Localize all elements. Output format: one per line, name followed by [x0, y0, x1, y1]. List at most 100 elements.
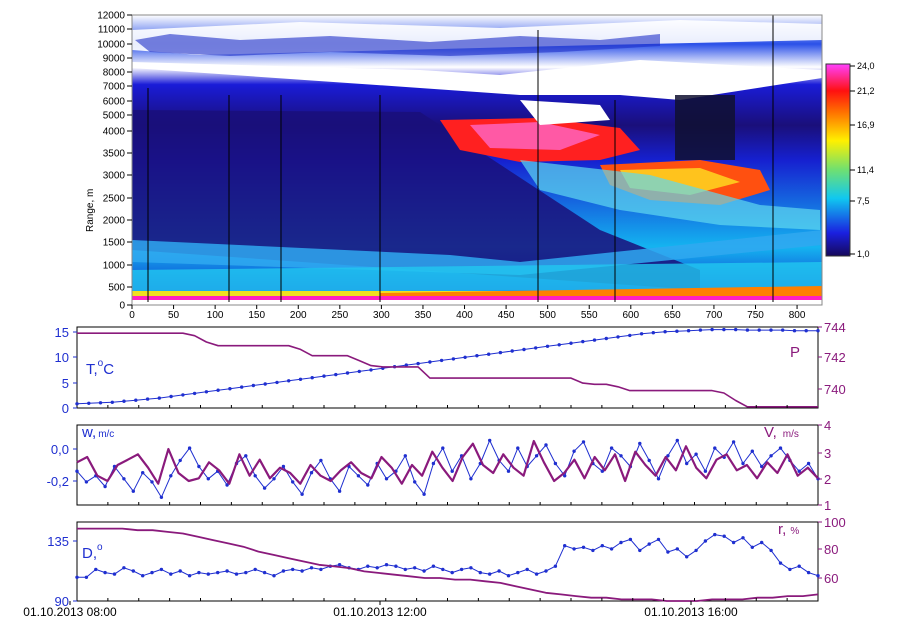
series-point-T [275, 380, 279, 385]
series-point-w [103, 484, 107, 489]
heatmap-red-cloud-core [470, 122, 600, 150]
series-line-V [76, 439, 819, 485]
series-point-D [366, 564, 370, 568]
right-tick-label: 100 [824, 515, 846, 530]
series-point-w [750, 449, 754, 453]
series-point-T [475, 354, 479, 358]
series-point-T [522, 347, 526, 352]
series-point-w [656, 477, 661, 481]
left-tick-label: -0,2 [47, 474, 69, 489]
heatmap-y-tick-label: 9000 [103, 54, 126, 65]
series-point-D [516, 570, 520, 575]
series-point-w [366, 483, 370, 487]
heatmap-y-tick-label: 4000 [103, 127, 126, 138]
series-point-D [581, 545, 586, 549]
series-point-w [309, 471, 314, 475]
range-heatmap: 0 50 100 150 200 250 300 350 400 450 500 550 600 650 7… [85, 11, 823, 321]
heatmap-x-tick-label: 800 [789, 310, 806, 321]
series-point-w [197, 464, 201, 469]
colorbar-ticks: 24,0 21,2 16,9 11,4 7,5 1,0 [850, 61, 875, 259]
series-point-w [272, 477, 276, 481]
series-point-T [310, 376, 314, 380]
series-point-w [131, 489, 135, 493]
series-point-w [403, 454, 407, 458]
heatmap-y-tick-label: 8000 [103, 68, 126, 79]
right-tick-label: 3 [824, 446, 831, 461]
series-point-w [516, 446, 520, 450]
heatmap-x-tick-label: 450 [498, 310, 515, 321]
series-point-T [298, 377, 303, 381]
series-point-T [628, 333, 632, 338]
series-point-T [75, 402, 79, 406]
heatmap-frame [131, 14, 823, 306]
heatmap-x-tick-label: 550 [581, 310, 598, 321]
series-point-D [816, 574, 820, 578]
series-point-w [84, 480, 89, 484]
series-point-D [591, 548, 595, 553]
series-point-w [150, 480, 154, 484]
series-point-D [553, 564, 558, 568]
series-point-D [375, 566, 379, 570]
series-point-D [731, 540, 736, 545]
series-point-D [187, 574, 192, 578]
series-point-D [647, 542, 651, 546]
series-point-w [469, 477, 473, 481]
series-point-w [422, 492, 426, 496]
series-point-D [84, 575, 89, 579]
series-point-D [525, 567, 529, 572]
heatmap-y-tick-label: 0 [119, 301, 125, 312]
series-point-D [788, 567, 792, 572]
heatmap-cyan-cloud [520, 160, 820, 230]
right-tick-label: 744 [824, 320, 846, 335]
series-point-w [609, 446, 614, 450]
vertical-wind-panel: 0,0 -0,2 4 3 2 1 w, m/c V, m/s [47, 418, 832, 513]
date-tick-label: 01.10.2013 16:00 [644, 605, 738, 619]
series-point-D [384, 563, 389, 567]
right-tick-label: 60 [824, 571, 838, 586]
series-point-D [722, 534, 726, 538]
series-point-D [169, 572, 173, 576]
series-point-T [110, 400, 115, 404]
heatmap-x-tick-label: 600 [622, 310, 639, 321]
series-point-w [319, 458, 323, 463]
series-point-w [281, 464, 286, 469]
series-point-T [263, 382, 267, 386]
heatmap-y-tick-label: 2500 [103, 194, 126, 205]
series-point-D [403, 567, 407, 572]
series-point-w [581, 440, 586, 444]
heatmap-x-tick-label: 400 [456, 310, 473, 321]
heatmap-profile-lines [147, 15, 774, 302]
colorbar-tick-label: 24,0 [857, 61, 875, 71]
heatmap-cyan-band [132, 230, 822, 275]
series-point-T [592, 338, 597, 342]
time-axis: 01.10.2013 08:00 01.10.2013 12:00 01.10.20… [23, 601, 738, 619]
series-point-D [94, 567, 98, 572]
heatmap-cloud-band [132, 60, 822, 100]
series-point-D [741, 536, 745, 540]
series-point-D [628, 537, 633, 542]
series-point-T [357, 369, 361, 374]
heatmap-y-tick-label: 6000 [103, 97, 126, 108]
left-tick-label: 0 [62, 401, 69, 416]
series-point-w [413, 480, 417, 484]
series-point-D [534, 572, 539, 576]
series-point-T [345, 371, 350, 375]
series-point-w [488, 438, 492, 443]
series-point-w [187, 446, 192, 450]
series-line-T [76, 329, 818, 405]
series-point-D [244, 570, 248, 575]
series-point-D [459, 567, 464, 572]
series-point-D [103, 570, 107, 575]
series-point-T [675, 329, 679, 333]
series-point-D [291, 567, 295, 572]
series-point-D [750, 545, 754, 549]
series-point-T [698, 328, 703, 332]
heatmap-x-tick-label: 350 [415, 310, 432, 321]
date-tick-label: 01.10.2013 08:00 [23, 605, 117, 619]
series-point-D [450, 570, 454, 575]
series-point-w [703, 469, 708, 473]
heatmap-y-tick-label: 500 [108, 283, 125, 294]
right-tick-label: 80 [824, 542, 838, 557]
series-point-w [253, 474, 257, 478]
